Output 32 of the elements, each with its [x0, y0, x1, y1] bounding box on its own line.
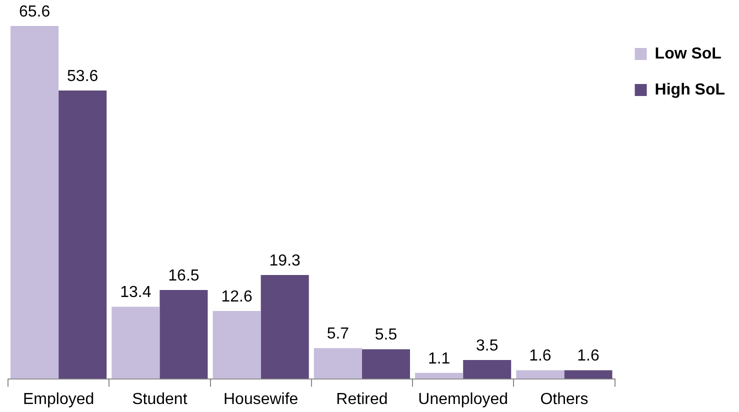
x-tick-label: Employed [22, 390, 94, 408]
bar [160, 290, 208, 379]
bar [415, 372, 464, 379]
x-tick-label: Unemployed [418, 390, 508, 408]
x-tick-label: Housewife [223, 390, 298, 408]
data-label: 53.6 [67, 68, 98, 85]
x-tick-label: Student [132, 390, 188, 408]
x-tick-label: Others [540, 390, 588, 408]
bar [314, 348, 362, 379]
bar [516, 370, 564, 379]
bar [362, 349, 410, 379]
data-label: 1.1 [428, 350, 450, 368]
x-tick-label: Retired [336, 390, 388, 408]
bar [260, 275, 309, 379]
legend-label: Low SoL [654, 45, 722, 62]
bar [58, 90, 107, 379]
data-label: 12.6 [221, 288, 252, 306]
bar [212, 311, 261, 379]
bar [112, 306, 160, 379]
bar [10, 26, 59, 379]
bar [564, 370, 612, 379]
data-label: 5.7 [326, 326, 350, 343]
data-label: 13.4 [120, 284, 152, 302]
bar [463, 360, 512, 379]
data-label: 3.5 [476, 337, 498, 354]
data-label: 1.6 [577, 348, 600, 365]
data-label: 19.3 [269, 252, 301, 270]
legend-label: High SoL [654, 81, 726, 98]
data-label: 16.5 [168, 267, 200, 284]
data-label: 1.6 [529, 348, 552, 365]
data-label: 5.5 [374, 326, 398, 344]
data-label: 65.6 [18, 3, 50, 20]
